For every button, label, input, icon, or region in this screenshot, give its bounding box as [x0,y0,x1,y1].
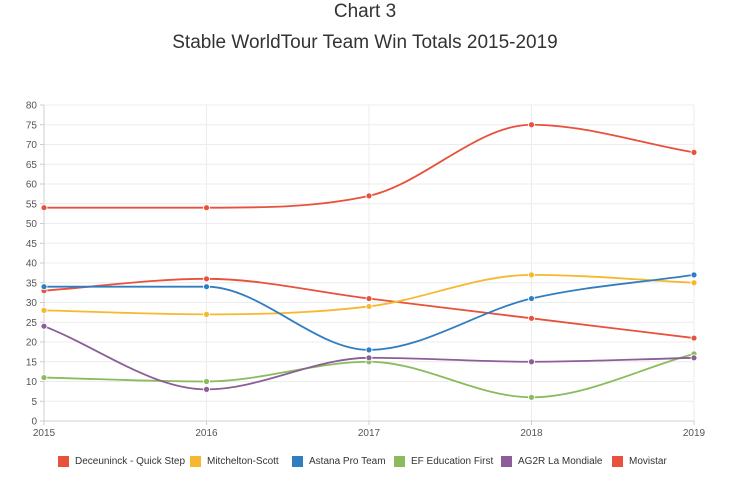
data-point[interactable] [203,378,210,385]
y-tick-label: 40 [26,259,38,270]
data-point[interactable] [528,358,535,366]
data-point[interactable] [40,322,48,330]
y-tick-label: 25 [26,318,38,329]
data-point[interactable] [528,393,535,401]
gridlines [43,104,695,422]
data-point[interactable] [690,279,698,287]
data-point[interactable] [528,271,535,279]
data-point[interactable] [365,354,373,362]
legend-item[interactable]: Deceuninck - Quick Step [58,456,185,467]
y-tick-label: 20 [26,338,38,349]
legend-item[interactable]: Movistar [612,456,667,467]
y-tick-label: 70 [26,140,38,151]
series-points [40,121,698,401]
y-tick-label: 75 [26,120,38,131]
data-point[interactable] [690,148,698,156]
x-tick-label: 2019 [683,428,706,439]
data-point[interactable] [203,310,210,318]
data-point[interactable] [365,295,373,302]
data-point[interactable] [528,121,535,129]
data-point[interactable] [690,354,698,362]
data-point[interactable] [528,314,535,322]
y-tick-label: 45 [26,239,38,250]
x-tick-label: 2016 [195,428,218,439]
data-point[interactable] [203,275,210,283]
legend-swatch [58,456,69,467]
x-tick-label: 2018 [520,428,543,439]
data-point[interactable] [40,374,48,381]
legend-label: Mitchelton-Scott [207,456,279,467]
legend: Deceuninck - Quick Step Mitchelton-Scott A… [0,456,730,472]
y-tick-label: 80 [26,101,38,112]
legend-label: EF Education First [411,456,494,467]
data-point[interactable] [203,385,210,393]
data-point[interactable] [203,204,210,212]
y-tick-label: 5 [31,397,37,408]
legend-label: Astana Pro Team [309,456,386,467]
y-tick-label: 60 [26,180,38,191]
data-point[interactable] [203,283,210,291]
legend-label: AG2R La Mondiale [518,456,603,467]
y-tick-label: 30 [26,298,38,309]
y-tick-label: 35 [26,278,38,289]
legend-item[interactable]: AG2R La Mondiale [501,456,603,467]
y-tick-label: 65 [26,160,38,171]
data-point[interactable] [690,271,698,279]
y-tick-label: 15 [26,357,38,368]
data-point[interactable] [40,283,48,291]
legend-item[interactable]: EF Education First [394,456,493,467]
data-point[interactable] [690,334,698,342]
legend-swatch [394,456,405,467]
chart-subtitle: Stable WorldTour Team Win Totals 2015-20… [172,32,558,53]
legend-label: Deceuninck - Quick Step [75,456,186,467]
data-point[interactable] [365,192,373,200]
y-tick-label: 0 [31,417,37,428]
legend-swatch [612,456,623,467]
data-point[interactable] [40,204,48,212]
legend-label: Movistar [629,456,667,467]
legend-item[interactable]: Astana Pro Team [292,456,386,467]
y-tick-label: 55 [26,199,38,210]
legend-item[interactable]: Mitchelton-Scott [190,456,279,467]
legend-swatch [501,456,512,467]
data-point[interactable] [365,346,373,354]
data-point[interactable] [365,303,373,310]
chart-title: Chart 3 [333,1,397,22]
legend-swatch [292,456,303,467]
data-point[interactable] [40,306,48,314]
data-point[interactable] [528,295,535,302]
y-tick-label: 50 [26,219,38,230]
axes: 0 5 10 15 20 25 30 35 40 45 50 55 60 65 70 75 80 2015 2016… [26,101,706,440]
legend-swatch [190,456,201,467]
y-tick-label: 10 [26,377,38,388]
x-tick-label: 2017 [358,428,381,439]
x-tick-label: 2015 [33,428,56,439]
